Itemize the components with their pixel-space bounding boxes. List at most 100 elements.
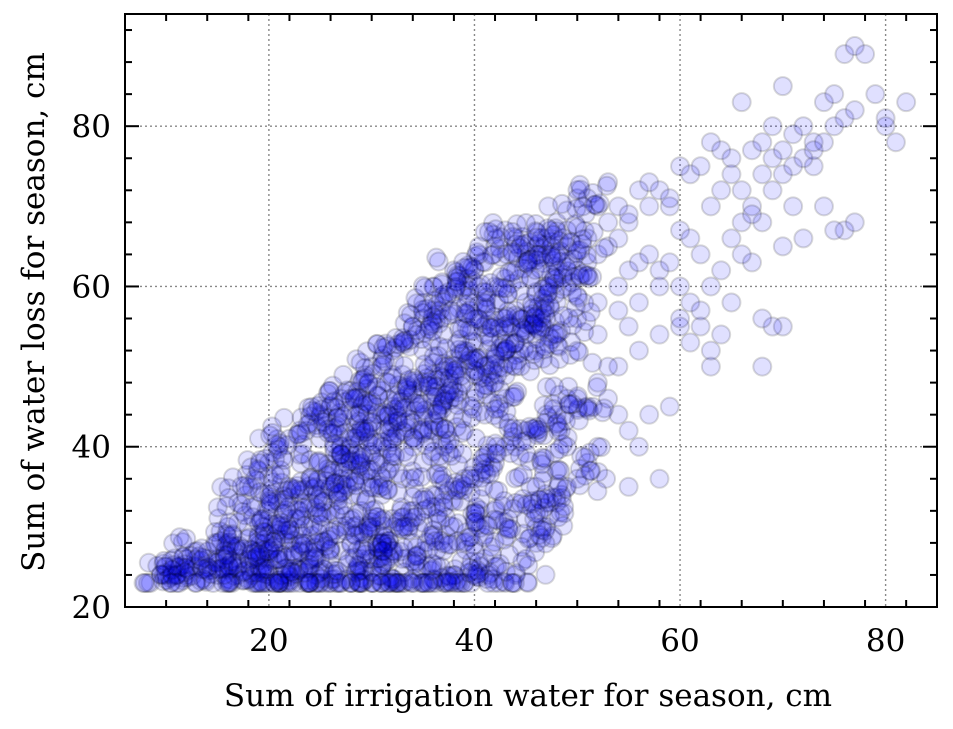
scatter-point <box>628 340 649 361</box>
scatter-point <box>258 467 279 488</box>
scatter-point <box>273 489 294 510</box>
scatter-point <box>291 533 312 554</box>
scatter-point <box>411 466 432 487</box>
scatter-point <box>320 476 341 497</box>
scatter-point <box>534 336 555 357</box>
scatter-point <box>546 487 567 508</box>
scatter-point <box>465 428 486 449</box>
scatter-point <box>350 486 371 507</box>
scatter-point <box>473 316 494 337</box>
scatter-point <box>536 228 557 249</box>
scatter-point <box>387 410 408 431</box>
scatter-point <box>328 490 349 511</box>
scatter-point <box>475 297 496 318</box>
scatter-point <box>269 572 290 593</box>
scatter-point <box>406 546 427 567</box>
scatter-point <box>376 371 397 392</box>
scatter-point <box>251 572 272 593</box>
scatter-point <box>246 562 267 583</box>
scatter-point <box>487 364 508 385</box>
scatter-point <box>290 471 311 492</box>
scatter-point <box>276 480 297 501</box>
scatter-point <box>246 496 267 517</box>
scatter-point <box>535 488 556 509</box>
scatter-point <box>618 476 639 497</box>
scatter-point <box>458 276 479 297</box>
scatter-point <box>204 522 225 543</box>
scatter-point <box>161 550 182 571</box>
scatter-point <box>548 459 569 480</box>
scatter-point <box>325 504 346 525</box>
scatter-point <box>280 519 301 540</box>
scatter-point <box>398 520 419 541</box>
scatter-point <box>357 515 378 536</box>
scatter-point <box>456 522 477 543</box>
scatter-point <box>207 559 228 580</box>
scatter-point <box>195 558 216 579</box>
scatter-point <box>485 236 506 257</box>
scatter-point <box>242 565 263 586</box>
scatter-point <box>466 566 487 587</box>
scatter-point <box>454 276 475 297</box>
scatter-point <box>546 414 567 435</box>
scatter-point <box>371 572 392 593</box>
scatter-point <box>875 116 896 137</box>
scatter-point <box>434 353 455 374</box>
scatter-point <box>354 569 375 590</box>
scatter-point <box>454 340 475 361</box>
scatter-point <box>468 236 489 257</box>
scatter-point <box>445 365 466 386</box>
scatter-point <box>752 132 773 153</box>
scatter-point <box>414 322 435 343</box>
scatter-point <box>496 244 517 265</box>
scatter-point <box>575 447 596 468</box>
scatter-point <box>351 452 372 473</box>
scatter-point <box>488 481 509 502</box>
scatter-point <box>164 548 185 569</box>
scatter-point <box>531 312 552 333</box>
scatter-point <box>472 367 493 388</box>
scatter-point <box>628 252 649 273</box>
scatter-point <box>583 222 604 243</box>
scatter-point <box>483 569 504 590</box>
scatter-point <box>163 533 184 554</box>
scatter-point <box>252 562 273 583</box>
scatter-point <box>402 384 423 405</box>
scatter-point <box>485 316 506 337</box>
scatter-point <box>238 568 259 589</box>
scatter-point <box>374 516 395 537</box>
scatter-point <box>401 551 422 572</box>
scatter-point <box>319 521 340 542</box>
scatter-point <box>443 361 464 382</box>
scatter-point <box>222 572 243 593</box>
scatter-point <box>460 482 481 503</box>
scatter-point <box>402 316 423 337</box>
scatter-point <box>431 395 452 416</box>
scatter-point <box>436 338 457 359</box>
scatter-point <box>448 454 469 475</box>
scatter-point <box>579 442 600 463</box>
scatter-point <box>255 533 276 554</box>
scatter-point <box>283 572 304 593</box>
scatter-point <box>454 308 475 329</box>
scatter-point <box>464 259 485 280</box>
scatter-point <box>510 322 531 343</box>
scatter-point <box>587 372 608 393</box>
scatter-point <box>327 560 348 581</box>
scatter-point <box>575 203 596 224</box>
scatter-point <box>217 532 238 553</box>
scatter-point <box>514 320 535 341</box>
scatter-point <box>248 460 269 481</box>
scatter-point <box>326 397 347 418</box>
scatter-point <box>422 559 443 580</box>
scatter-point <box>327 407 348 428</box>
scatter-point <box>573 263 594 284</box>
scatter-point <box>505 305 526 326</box>
scatter-point <box>539 492 560 513</box>
scatter-point <box>289 559 310 580</box>
scatter-point <box>344 428 365 449</box>
scatter-point <box>522 419 543 440</box>
scatter-point <box>454 572 475 593</box>
scatter-point <box>532 299 553 320</box>
scatter-point <box>397 302 418 323</box>
